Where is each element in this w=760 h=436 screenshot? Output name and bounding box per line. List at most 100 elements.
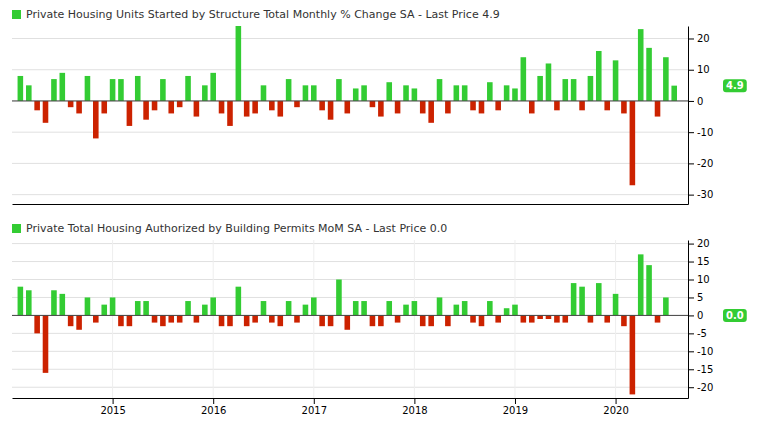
bar [454, 305, 460, 316]
bar [504, 308, 510, 315]
bar [353, 301, 359, 315]
tick-mark [314, 398, 315, 404]
bar [462, 301, 468, 315]
bar [638, 29, 644, 101]
y-axis: -20-15-10-505101520 [688, 238, 713, 398]
tick: 10 [688, 274, 710, 285]
bar [252, 315, 258, 322]
tick-mark [688, 38, 694, 39]
bar [101, 305, 107, 316]
axis-line [13, 204, 689, 205]
bar [269, 315, 275, 322]
bar [495, 101, 501, 110]
bar [604, 315, 610, 322]
bar [168, 101, 174, 113]
bar [512, 88, 518, 100]
bar [76, 315, 82, 329]
grid-line [313, 240, 314, 398]
tick: 0 [688, 310, 703, 321]
bar [311, 297, 317, 315]
bar [34, 101, 40, 110]
bar [227, 315, 233, 326]
bar [621, 315, 627, 326]
bar [395, 315, 401, 322]
tick-mark [515, 398, 516, 404]
bar [286, 79, 292, 101]
bar [479, 101, 485, 113]
tick: 0 [688, 96, 703, 107]
tick-label: -10 [697, 127, 713, 138]
bar [386, 301, 392, 315]
grid [12, 38, 688, 194]
bar [303, 85, 309, 101]
bar [579, 101, 585, 110]
grid-line [12, 333, 688, 334]
bar [319, 315, 325, 326]
tick-label: 10 [697, 274, 710, 285]
bar [277, 101, 283, 117]
bar [370, 315, 376, 326]
bar [529, 101, 535, 113]
tick-mark [688, 351, 694, 352]
bar [571, 79, 577, 101]
bar [571, 283, 577, 315]
bar [277, 315, 283, 326]
annotation: 0.0 [723, 309, 747, 322]
bar [428, 315, 434, 326]
x-axis: 201520162017201820192020 [13, 398, 689, 416]
bar [537, 315, 543, 319]
bar [93, 101, 99, 138]
bar [236, 26, 242, 101]
bar [160, 315, 166, 326]
bar [588, 76, 594, 101]
bar [454, 85, 460, 101]
bar [546, 315, 552, 319]
bar [244, 315, 250, 326]
tick: 20 [688, 238, 710, 249]
grid-line [112, 240, 113, 398]
bar [437, 79, 443, 101]
bar [85, 297, 91, 315]
bar [554, 101, 560, 110]
bar [470, 101, 476, 110]
grid-line [213, 240, 214, 398]
grid-line [414, 240, 415, 398]
bar [504, 85, 510, 101]
bar [135, 76, 141, 101]
bar [127, 315, 133, 326]
bar [60, 73, 66, 101]
bar [361, 85, 367, 101]
bar [185, 76, 191, 101]
bar [294, 315, 300, 322]
bar [445, 101, 451, 113]
tick: -30 [688, 189, 713, 200]
grid-line [615, 240, 616, 398]
bar [512, 305, 518, 316]
bar [420, 315, 426, 326]
bar [395, 101, 401, 113]
grid-line [12, 261, 688, 262]
badge [723, 79, 747, 92]
tick: 15 [688, 256, 710, 267]
tick-label: -30 [697, 189, 713, 200]
bar [370, 101, 376, 107]
bar [671, 86, 677, 101]
bar [613, 60, 619, 101]
tick: 2016 [201, 398, 226, 416]
bar [269, 101, 275, 110]
tick-label: -20 [697, 158, 713, 169]
tick-mark [616, 398, 617, 404]
panel: -30-20-1001020Private Housing Units Star… [12, 8, 747, 205]
bar [579, 287, 585, 316]
annotation-text: 4.9 [726, 80, 744, 91]
bar [613, 294, 619, 316]
bar [663, 57, 669, 101]
grid-line [12, 69, 688, 70]
bar [51, 79, 57, 101]
bar [562, 315, 568, 322]
bar [336, 79, 342, 101]
bar [420, 101, 426, 113]
bar [51, 290, 57, 315]
grid-line [12, 194, 688, 195]
bar [194, 101, 200, 117]
